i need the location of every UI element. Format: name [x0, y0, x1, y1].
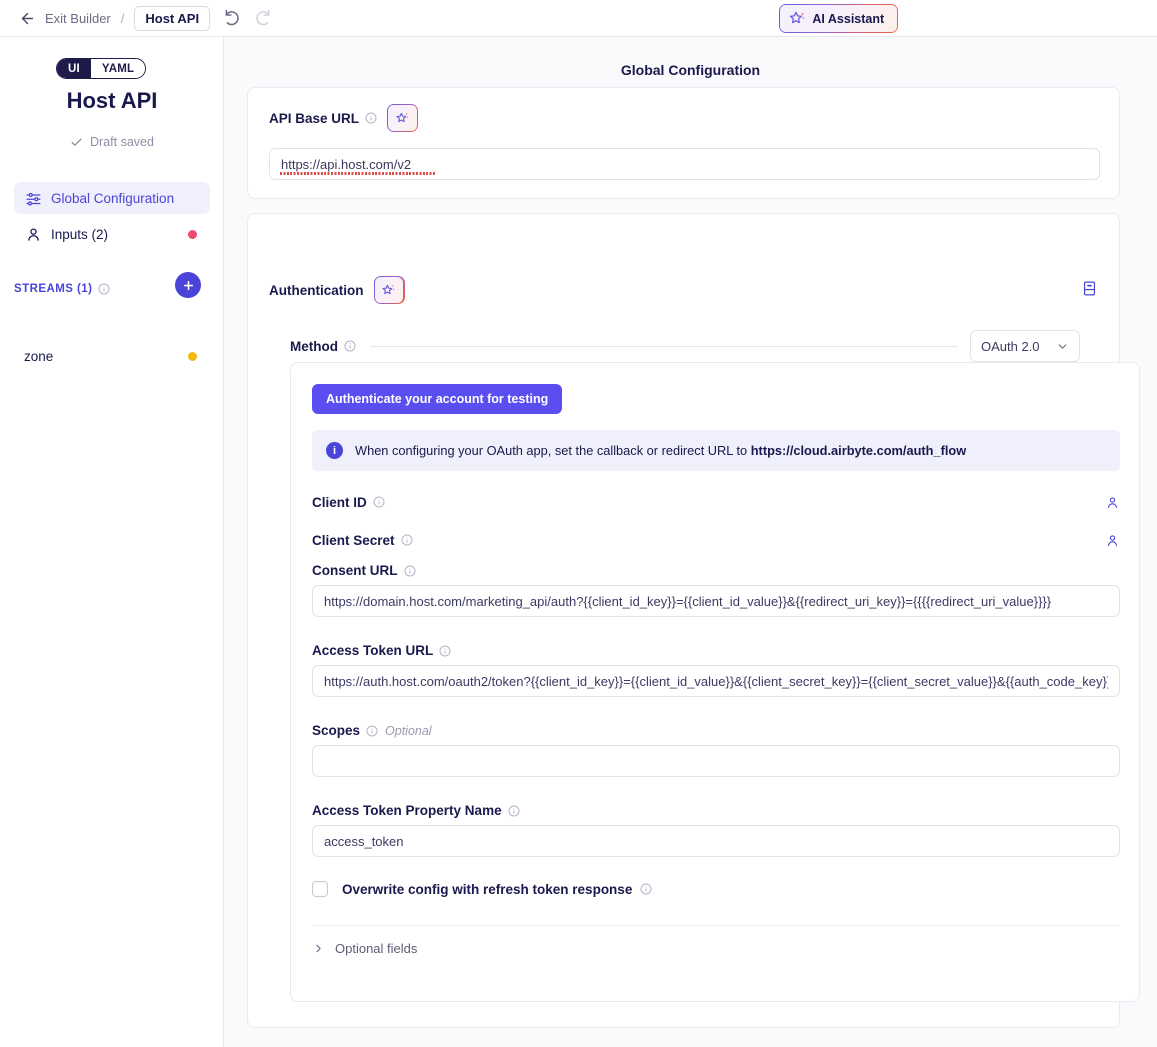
sidebar-item-global-configuration[interactable]: Global Configuration — [14, 182, 210, 214]
authentication-title-row: Authentication — [269, 276, 405, 304]
sliders-icon — [24, 189, 42, 207]
consent-url-field: Consent URL — [312, 563, 1120, 617]
sparkle-star-icon — [396, 112, 408, 123]
optional-fields-label: Optional fields — [335, 941, 418, 956]
info-banner-message: When configuring your OAuth app, set the… — [355, 443, 748, 458]
authentication-card: Authentication Method OAuth 2.0 — [247, 213, 1140, 1028]
sidebar-item-label: Global Configuration — [51, 190, 175, 206]
info-icon[interactable] — [404, 565, 416, 577]
client-id-row: Client ID — [312, 491, 1120, 513]
info-icon[interactable] — [365, 112, 377, 124]
main-content: Global Configuration API Base URL Authen… — [224, 37, 1157, 1047]
sidebar: UI YAML Host API Draft saved Global Conf… — [0, 37, 224, 1047]
method-label: Method — [290, 338, 338, 354]
exit-builder-link[interactable]: Exit Builder — [45, 10, 111, 26]
client-secret-row: Client Secret — [312, 529, 1120, 551]
sidebar-toggle-yaml[interactable]: YAML — [90, 59, 146, 78]
sidebar-item-label: Inputs (2) — [51, 226, 109, 242]
breadcrumb-connector-name[interactable]: Host API — [134, 5, 211, 31]
sidebar-item-inputs[interactable]: Inputs (2) — [14, 218, 210, 250]
consent-url-label: Consent URL — [312, 563, 398, 578]
consent-url-input[interactable] — [312, 585, 1120, 617]
sparkle-star-icon — [382, 284, 395, 295]
access-token-url-field: Access Token URL — [312, 643, 1120, 697]
scopes-label: Scopes — [312, 723, 361, 738]
client-id-label: Client ID — [312, 494, 367, 510]
info-icon[interactable] — [640, 883, 652, 895]
info-icon[interactable] — [401, 534, 413, 546]
api-base-url-label: API Base URL — [269, 110, 360, 126]
api-base-url-label-row: API Base URL — [269, 104, 419, 132]
scopes-input[interactable] — [312, 745, 1120, 777]
info-icon[interactable] — [439, 645, 451, 657]
method-select-value: OAuth 2.0 — [981, 338, 1040, 354]
overwrite-config-row: Overwrite config with refresh token resp… — [312, 881, 652, 897]
ai-assistant-button[interactable]: AI Assistant — [779, 4, 898, 33]
top-bar: Exit Builder / Host API — [0, 0, 1157, 37]
breadcrumb-separator: / — [120, 10, 125, 26]
info-icon[interactable] — [366, 725, 378, 737]
info-banner-url: https://cloud.airbyte.com/auth_flow — [750, 443, 967, 458]
ai-assist-api-base-url-button[interactable] — [387, 104, 419, 132]
info-icon[interactable] — [98, 283, 110, 295]
status-dot — [188, 229, 197, 239]
sparkle-star-icon — [788, 9, 807, 28]
check-icon — [70, 136, 83, 149]
sidebar-view-toggle[interactable]: UI YAML — [56, 58, 147, 79]
optional-tag: Optional — [385, 723, 432, 738]
access-token-property-name-field: Access Token Property Name — [312, 803, 1120, 857]
api-base-url-card: API Base URL — [247, 87, 1120, 199]
streams-section-header: STREAMS (1) — [14, 272, 210, 302]
overwrite-config-checkbox[interactable] — [312, 881, 328, 897]
oauth-callback-info-banner: i When configuring your OAuth app, set t… — [312, 430, 1120, 471]
authenticate-account-button[interactable]: Authenticate your account for testing — [312, 384, 563, 414]
info-icon[interactable] — [508, 805, 520, 817]
draft-saved-status: Draft saved — [0, 135, 224, 149]
redo-icon[interactable] — [252, 8, 272, 28]
arrow-left-icon[interactable] — [18, 9, 36, 27]
api-base-url-input-wrap — [269, 148, 1100, 180]
page-title: Global Configuration — [620, 62, 761, 78]
sidebar-item-stream-zone[interactable]: zone — [14, 342, 210, 370]
divider — [312, 925, 1120, 926]
method-select[interactable]: OAuth 2.0 — [970, 330, 1080, 362]
access-token-url-label: Access Token URL — [312, 643, 434, 658]
info-icon[interactable] — [344, 340, 356, 352]
method-row: Method OAuth 2.0 — [290, 330, 1080, 362]
spellcheck-underline — [280, 172, 435, 175]
info-circle-icon: i — [326, 442, 343, 459]
oauth-settings-panel: Authenticate your account for testing i … — [290, 362, 1140, 1002]
chevron-down-icon — [1056, 340, 1069, 353]
info-banner-text: When configuring your OAuth app, set the… — [355, 443, 966, 458]
stream-name: zone — [24, 348, 54, 364]
ai-assistant-label: AI Assistant — [812, 11, 885, 26]
sidebar-toggle-ui[interactable]: UI — [57, 59, 91, 78]
access-token-property-name-input[interactable] — [312, 825, 1120, 857]
undo-icon[interactable] — [224, 8, 244, 28]
status-dot — [188, 351, 197, 361]
ai-assist-authentication-button[interactable] — [373, 276, 405, 304]
api-base-url-input[interactable] — [269, 148, 1100, 180]
access-token-property-name-label: Access Token Property Name — [312, 803, 502, 818]
book-icon[interactable] — [1081, 280, 1098, 302]
overwrite-config-label: Overwrite config with refresh token resp… — [342, 881, 633, 897]
streams-label: STREAMS (1) — [14, 283, 93, 295]
info-icon[interactable] — [373, 496, 385, 508]
client-secret-label: Client Secret — [312, 532, 395, 548]
authentication-title: Authentication — [269, 282, 364, 298]
chevron-right-icon — [312, 942, 325, 955]
divider — [370, 345, 958, 347]
history-buttons — [224, 8, 272, 28]
optional-fields-toggle[interactable]: Optional fields — [312, 941, 417, 956]
draft-saved-label: Draft saved — [90, 135, 154, 149]
user-icon[interactable] — [1105, 495, 1120, 510]
scopes-field: Scopes Optional — [312, 723, 1120, 777]
access-token-url-input[interactable] — [312, 665, 1120, 697]
add-stream-button[interactable] — [175, 272, 201, 298]
sidebar-title: Host API — [66, 88, 158, 113]
user-icon — [24, 225, 42, 243]
user-icon[interactable] — [1105, 533, 1120, 548]
